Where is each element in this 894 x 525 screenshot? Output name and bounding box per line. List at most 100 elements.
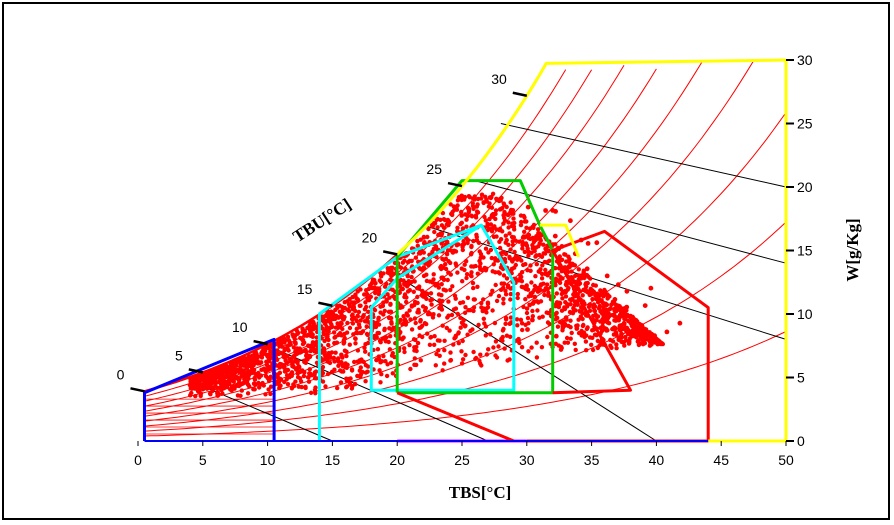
data-point [530, 314, 535, 319]
data-point [388, 360, 394, 365]
data-point [198, 393, 203, 399]
data-point [610, 339, 616, 344]
data-point [302, 359, 307, 365]
data-point [430, 315, 436, 320]
data-point [413, 337, 418, 343]
data-point [502, 209, 507, 215]
data-point [282, 379, 287, 385]
data-point [569, 297, 574, 303]
data-point [383, 359, 388, 364]
data-point [491, 262, 496, 267]
data-point [481, 255, 486, 260]
data-point [228, 377, 233, 382]
data-point [590, 335, 595, 340]
data-point [287, 356, 292, 361]
data-point [259, 355, 265, 360]
data-point [535, 289, 541, 294]
data-point [562, 323, 568, 328]
data-point [222, 384, 228, 390]
data-point [485, 305, 491, 310]
data-point [291, 354, 297, 359]
data-point [298, 379, 304, 384]
data-point [415, 243, 420, 248]
data-point [601, 294, 606, 299]
data-point [345, 320, 350, 326]
data-point [350, 321, 356, 326]
data-point [510, 221, 515, 226]
data-point [459, 361, 465, 366]
data-point [424, 278, 430, 284]
data-point [363, 300, 368, 305]
data-point [524, 225, 529, 230]
data-point [499, 336, 504, 342]
data-point [573, 347, 578, 353]
data-point [341, 338, 346, 343]
data-point [593, 283, 598, 288]
data-point [591, 289, 596, 294]
data-point [406, 279, 411, 284]
data-point [388, 334, 393, 339]
data-point [542, 259, 547, 265]
data-point [415, 340, 421, 346]
data-point [614, 346, 619, 351]
data-point [355, 359, 360, 364]
data-point [206, 383, 211, 388]
data-point [276, 363, 281, 369]
data-point [388, 277, 393, 282]
data-point [503, 315, 509, 321]
data-point [347, 342, 352, 347]
data-point [418, 319, 423, 324]
data-point [209, 377, 214, 382]
data-point [610, 312, 615, 318]
data-point [618, 326, 624, 332]
data-point [377, 289, 382, 294]
data-point [432, 334, 437, 339]
data-point [443, 266, 449, 272]
data-point [335, 325, 340, 330]
data-point [325, 371, 331, 377]
data-point [283, 338, 288, 343]
data-point [589, 342, 594, 347]
data-point [500, 206, 505, 211]
data-point [599, 298, 604, 303]
data-point [235, 375, 240, 380]
data-point [603, 312, 608, 317]
data-point [490, 269, 495, 274]
data-point [414, 362, 419, 368]
data-point [364, 331, 370, 337]
data-point [307, 367, 312, 372]
data-point [637, 341, 642, 346]
data-point [489, 205, 495, 210]
data-point [499, 281, 504, 286]
data-point [220, 391, 225, 396]
data-point [507, 321, 512, 326]
data-point [510, 239, 515, 244]
data-point [329, 369, 335, 374]
data-point [580, 293, 585, 298]
data-point [540, 263, 545, 268]
data-point [297, 369, 302, 375]
data-point [501, 273, 507, 278]
data-point [464, 217, 469, 222]
data-point [448, 357, 454, 363]
data-point [448, 350, 453, 355]
data-point [520, 246, 525, 251]
data-point [541, 242, 546, 247]
data-point [204, 375, 209, 380]
data-point [496, 344, 501, 349]
data-point [241, 361, 247, 366]
data-point [525, 249, 531, 255]
data-point [508, 291, 513, 297]
data-point [584, 333, 589, 338]
data-point [618, 311, 624, 316]
data-point [435, 247, 440, 252]
data-point [346, 308, 352, 314]
data-point [453, 334, 458, 340]
data-point [412, 345, 417, 350]
x-tick-label: 20 [389, 452, 405, 468]
data-point [632, 321, 638, 326]
data-point [513, 254, 518, 259]
data-point [526, 349, 531, 354]
data-point [290, 364, 295, 369]
data-point [525, 315, 531, 321]
